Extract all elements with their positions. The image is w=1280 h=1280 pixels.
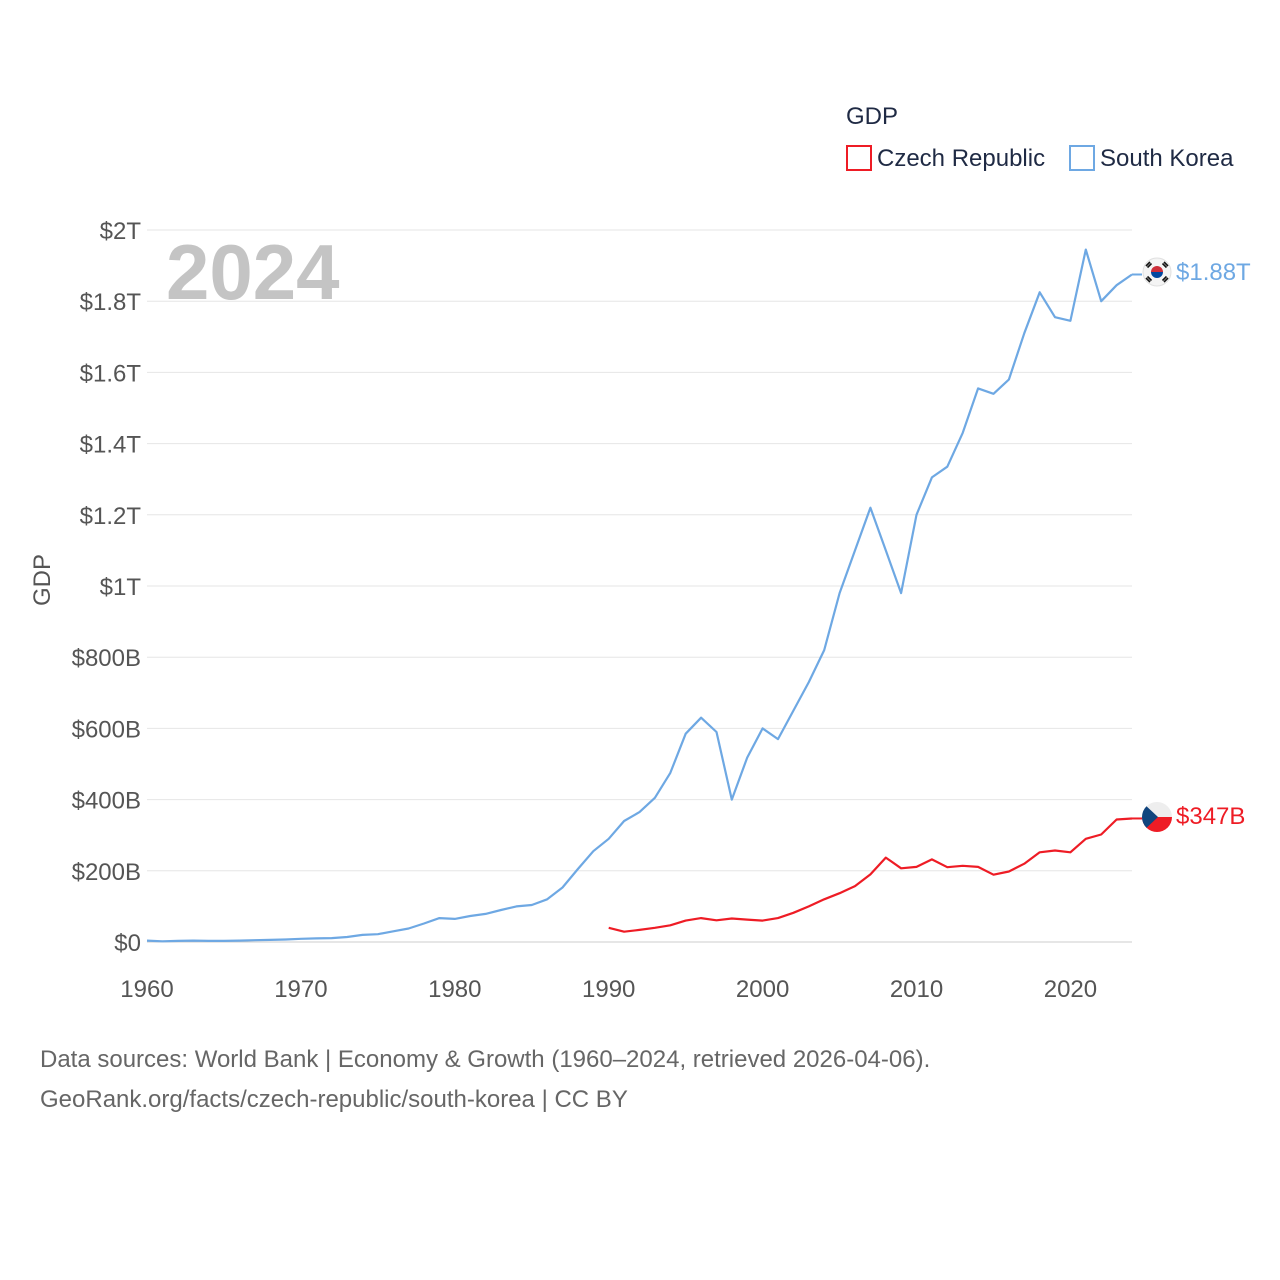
series-line-czech-republic[interactable] [608, 817, 1133, 933]
x-tick-label: 2000 [736, 976, 789, 1003]
x-tick-label: 1970 [274, 976, 327, 1003]
y-tick-label: $200B [72, 859, 141, 886]
x-tick-label: 1980 [428, 976, 481, 1003]
y-tick-label: $1.6T [80, 360, 142, 387]
x-tick-label: 2020 [1044, 976, 1097, 1003]
end-label-south-korea: $1.88T [1176, 259, 1251, 286]
y-tick-label: $1.8T [80, 289, 142, 316]
source-line-2: GeoRank.org/facts/czech-republic/south-k… [40, 1086, 628, 1113]
series-line-south-korea[interactable] [146, 248, 1133, 943]
legend-swatch-czech-republic[interactable] [846, 145, 872, 171]
legend: GDP Czech Republic South Korea [846, 103, 1234, 172]
y-tick-label: $1.2T [80, 503, 142, 530]
czech-flag-icon [1142, 802, 1172, 832]
y-tick-label: $400B [72, 788, 141, 815]
y-tick-label: $1.4T [80, 432, 142, 459]
source-line-1: Data sources: World Bank | Economy & Gro… [40, 1046, 931, 1073]
y-tick-label: $600B [72, 716, 141, 743]
end-label-czech-republic: $347B [1176, 803, 1245, 830]
legend-label-south-korea[interactable]: South Korea [1100, 145, 1234, 172]
series-lines [146, 248, 1142, 943]
x-axis-ticks: 1960 1970 1980 1990 2000 2010 2020 [120, 976, 1097, 1003]
legend-title: GDP [846, 103, 898, 130]
y-tick-label: $0 [114, 930, 141, 957]
year-watermark: 2024 [166, 228, 340, 316]
y-axis-ticks: $0 $200B $400B $600B $800B $1T $1.2T $1.4T $1.6T… [72, 218, 142, 957]
x-tick-label: 1960 [120, 976, 173, 1003]
south-korea-flag-icon [1142, 257, 1172, 287]
y-tick-label: $1T [100, 574, 142, 601]
x-tick-label: 1990 [582, 976, 635, 1003]
legend-label-czech-republic[interactable]: Czech Republic [877, 145, 1045, 172]
legend-swatch-south-korea[interactable] [1069, 145, 1095, 171]
y-axis-label: GDP [29, 554, 56, 606]
y-tick-label: $2T [100, 218, 142, 245]
grid-lines [147, 229, 1132, 943]
y-tick-label: $800B [72, 645, 141, 672]
x-tick-label: 2010 [890, 976, 943, 1003]
